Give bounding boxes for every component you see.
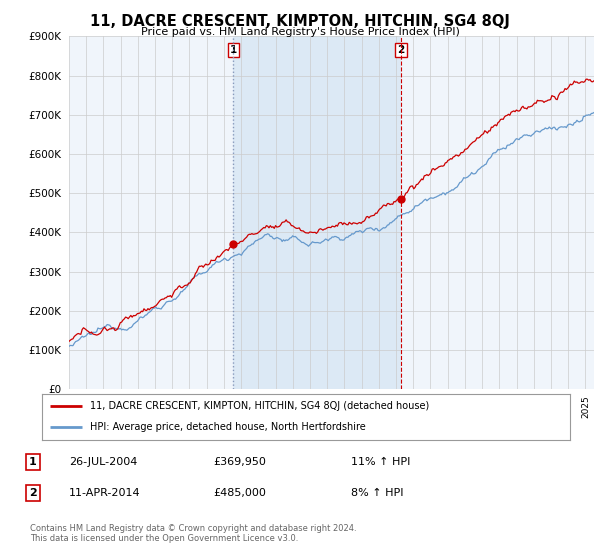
Text: 1: 1 (230, 45, 237, 55)
Text: HPI: Average price, detached house, North Hertfordshire: HPI: Average price, detached house, Nort… (89, 422, 365, 432)
Text: £369,950: £369,950 (213, 457, 266, 467)
Bar (233, 36, 401, 389)
Text: 11% ↑ HPI: 11% ↑ HPI (351, 457, 410, 467)
Text: £485,000: £485,000 (213, 488, 266, 498)
Text: Price paid vs. HM Land Registry's House Price Index (HPI): Price paid vs. HM Land Registry's House … (140, 27, 460, 37)
Text: 8% ↑ HPI: 8% ↑ HPI (351, 488, 404, 498)
Text: 11-APR-2014: 11-APR-2014 (69, 488, 140, 498)
Text: 11, DACRE CRESCENT, KIMPTON, HITCHIN, SG4 8QJ: 11, DACRE CRESCENT, KIMPTON, HITCHIN, SG… (90, 14, 510, 29)
Text: Contains HM Land Registry data © Crown copyright and database right 2024.
This d: Contains HM Land Registry data © Crown c… (30, 524, 356, 543)
Text: 1: 1 (29, 457, 37, 467)
Text: 26-JUL-2004: 26-JUL-2004 (69, 457, 137, 467)
Text: 11, DACRE CRESCENT, KIMPTON, HITCHIN, SG4 8QJ (detached house): 11, DACRE CRESCENT, KIMPTON, HITCHIN, SG… (89, 401, 429, 411)
Text: 2: 2 (29, 488, 37, 498)
Text: 2: 2 (397, 45, 404, 55)
